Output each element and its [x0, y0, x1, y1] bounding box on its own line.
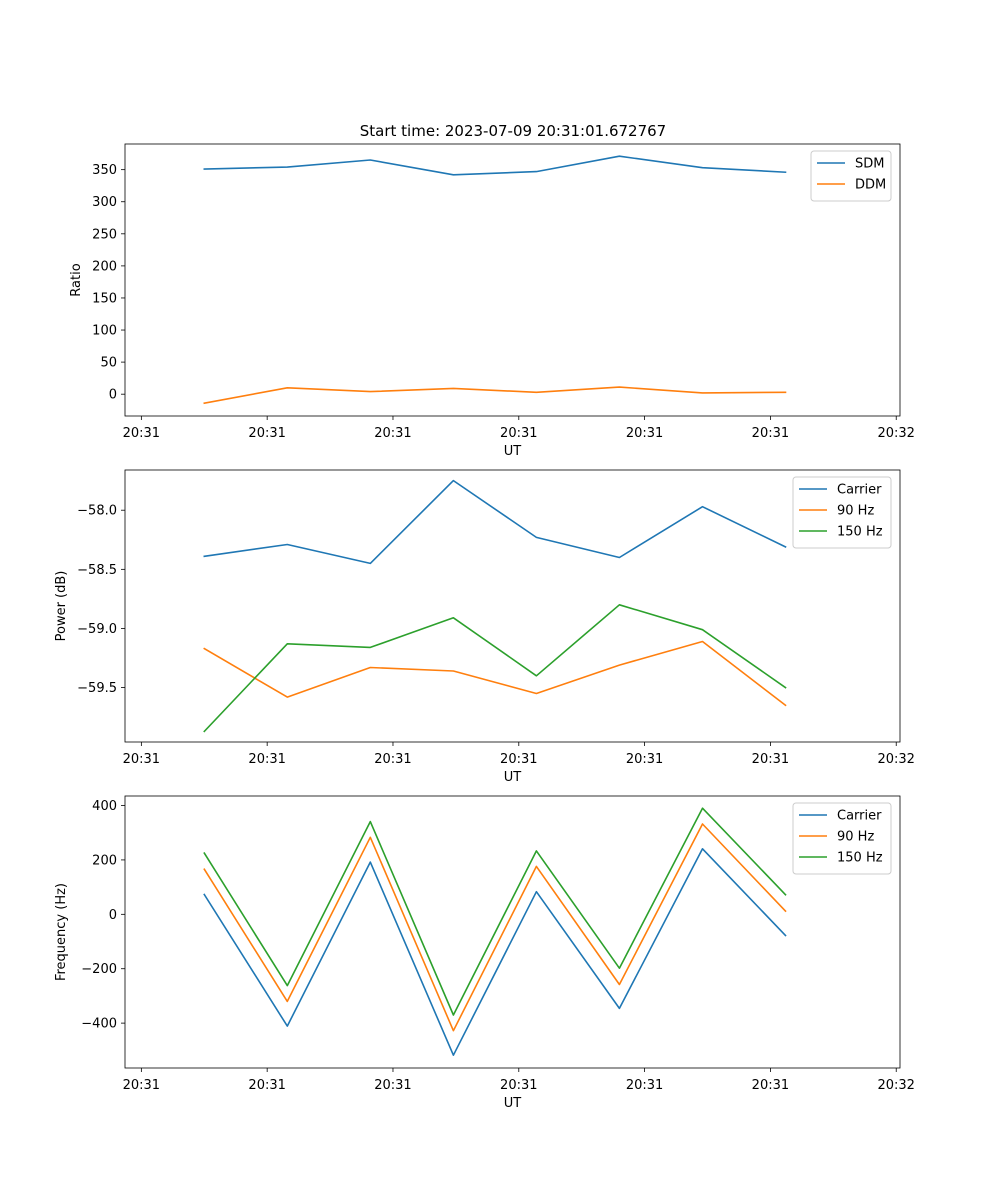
power-series-line-150-hz: [203, 603, 787, 733]
frequency-series-line-150-hz: [203, 807, 787, 1016]
ratio-x-tick-label: 20:31: [123, 426, 160, 441]
ratio-x-tick-label: 20:31: [500, 426, 537, 441]
frequency-axes-frame: [124, 795, 901, 1069]
ratio-x-tick-label: 20:31: [374, 426, 411, 441]
power-series-line-90-hz: [203, 640, 787, 707]
power-legend-label: 150 Hz: [837, 525, 883, 540]
power-y-tick-label: −59.0: [77, 622, 117, 637]
frequency-y-tick-label: 200: [92, 853, 117, 868]
power-series-line-carrier: [203, 479, 787, 565]
ratio-series-line-sdm: [203, 155, 787, 176]
frequency-x-tick-label: 20:31: [248, 1078, 285, 1093]
frequency-x-tick-label: 20:31: [123, 1078, 160, 1093]
ratio-y-tick-label: 100: [92, 324, 117, 339]
power-x-tick-label: 20:31: [500, 752, 537, 767]
frequency-x-tick-label: 20:31: [374, 1078, 411, 1093]
figure-title: Start time: 2023-07-09 20:31:01.672767: [360, 122, 666, 140]
ratio-y-tick-label: 350: [92, 163, 117, 178]
power-y-tick-label: −58.0: [77, 504, 117, 519]
power-legend-label: 90 Hz: [837, 504, 874, 519]
frequency-x-tick-label: 20:31: [752, 1078, 789, 1093]
frequency-x-axis-label: UT: [504, 1096, 522, 1111]
frequency-x-tick-label: 20:32: [877, 1078, 914, 1093]
power-x-tick-label: 20:31: [123, 752, 160, 767]
power-x-tick-label: 20:31: [248, 752, 285, 767]
ratio-axes-frame: [124, 143, 901, 417]
ratio-y-tick-label: 150: [92, 291, 117, 306]
power-y-tick-label: −59.5: [77, 681, 117, 696]
frequency-y-tick-label: −200: [81, 962, 117, 977]
ratio-legend-label: SDM: [855, 157, 884, 172]
power-subplot: 20:31 20:31 20:31 20:31 20:31 20:31 20:32 −59.5…: [54, 469, 915, 785]
ratio-x-axis-label: UT: [504, 444, 522, 459]
frequency-legend-label: 150 Hz: [837, 851, 883, 866]
frequency-series-line-90-hz: [203, 823, 787, 1032]
ratio-series-line-ddm: [203, 386, 787, 405]
ratio-x-tick-label: 20:31: [626, 426, 663, 441]
power-x-tick-label: 20:31: [752, 752, 789, 767]
power-x-axis-label: UT: [504, 770, 522, 785]
frequency-y-axis-label: Frequency (Hz): [54, 883, 69, 981]
frequency-y-tick-label: 0: [109, 908, 117, 923]
ratio-x-tick-label: 20:31: [752, 426, 789, 441]
frequency-legend-label: Carrier: [837, 809, 882, 824]
ratio-x-tick-label: 20:31: [248, 426, 285, 441]
power-y-axis-label: Power (dB): [54, 571, 69, 642]
power-x-tick-label: 20:31: [626, 752, 663, 767]
frequency-y-tick-label: 400: [92, 799, 117, 814]
frequency-y-tick-label: −400: [81, 1017, 117, 1032]
power-x-tick-label: 20:31: [374, 752, 411, 767]
frequency-x-tick-label: 20:31: [626, 1078, 663, 1093]
frequency-subplot: 20:31 20:31 20:31 20:31 20:31 20:31 20:32 −400 −…: [54, 795, 915, 1111]
power-x-tick-label: 20:32: [877, 752, 914, 767]
frequency-x-tick-label: 20:31: [500, 1078, 537, 1093]
ratio-y-axis-label: Ratio: [69, 263, 84, 296]
ratio-y-tick-label: 0: [109, 388, 117, 403]
ratio-x-tick-label: 20:32: [877, 426, 914, 441]
power-legend-label: Carrier: [837, 483, 882, 498]
ratio-legend-label: DDM: [855, 178, 886, 193]
frequency-series-line-carrier: [203, 847, 787, 1056]
frequency-legend-label: 90 Hz: [837, 830, 874, 845]
power-axes-frame: [124, 469, 901, 743]
power-y-tick-label: −58.5: [77, 563, 117, 578]
ratio-y-tick-label: 200: [92, 259, 117, 274]
ratio-y-tick-label: 50: [100, 356, 117, 371]
ratio-y-tick-label: 300: [92, 195, 117, 210]
ratio-y-tick-label: 250: [92, 227, 117, 242]
ratio-subplot: 20:31 20:31 20:31 20:31 20:31 20:31 20:32 0 50 10…: [69, 143, 915, 459]
